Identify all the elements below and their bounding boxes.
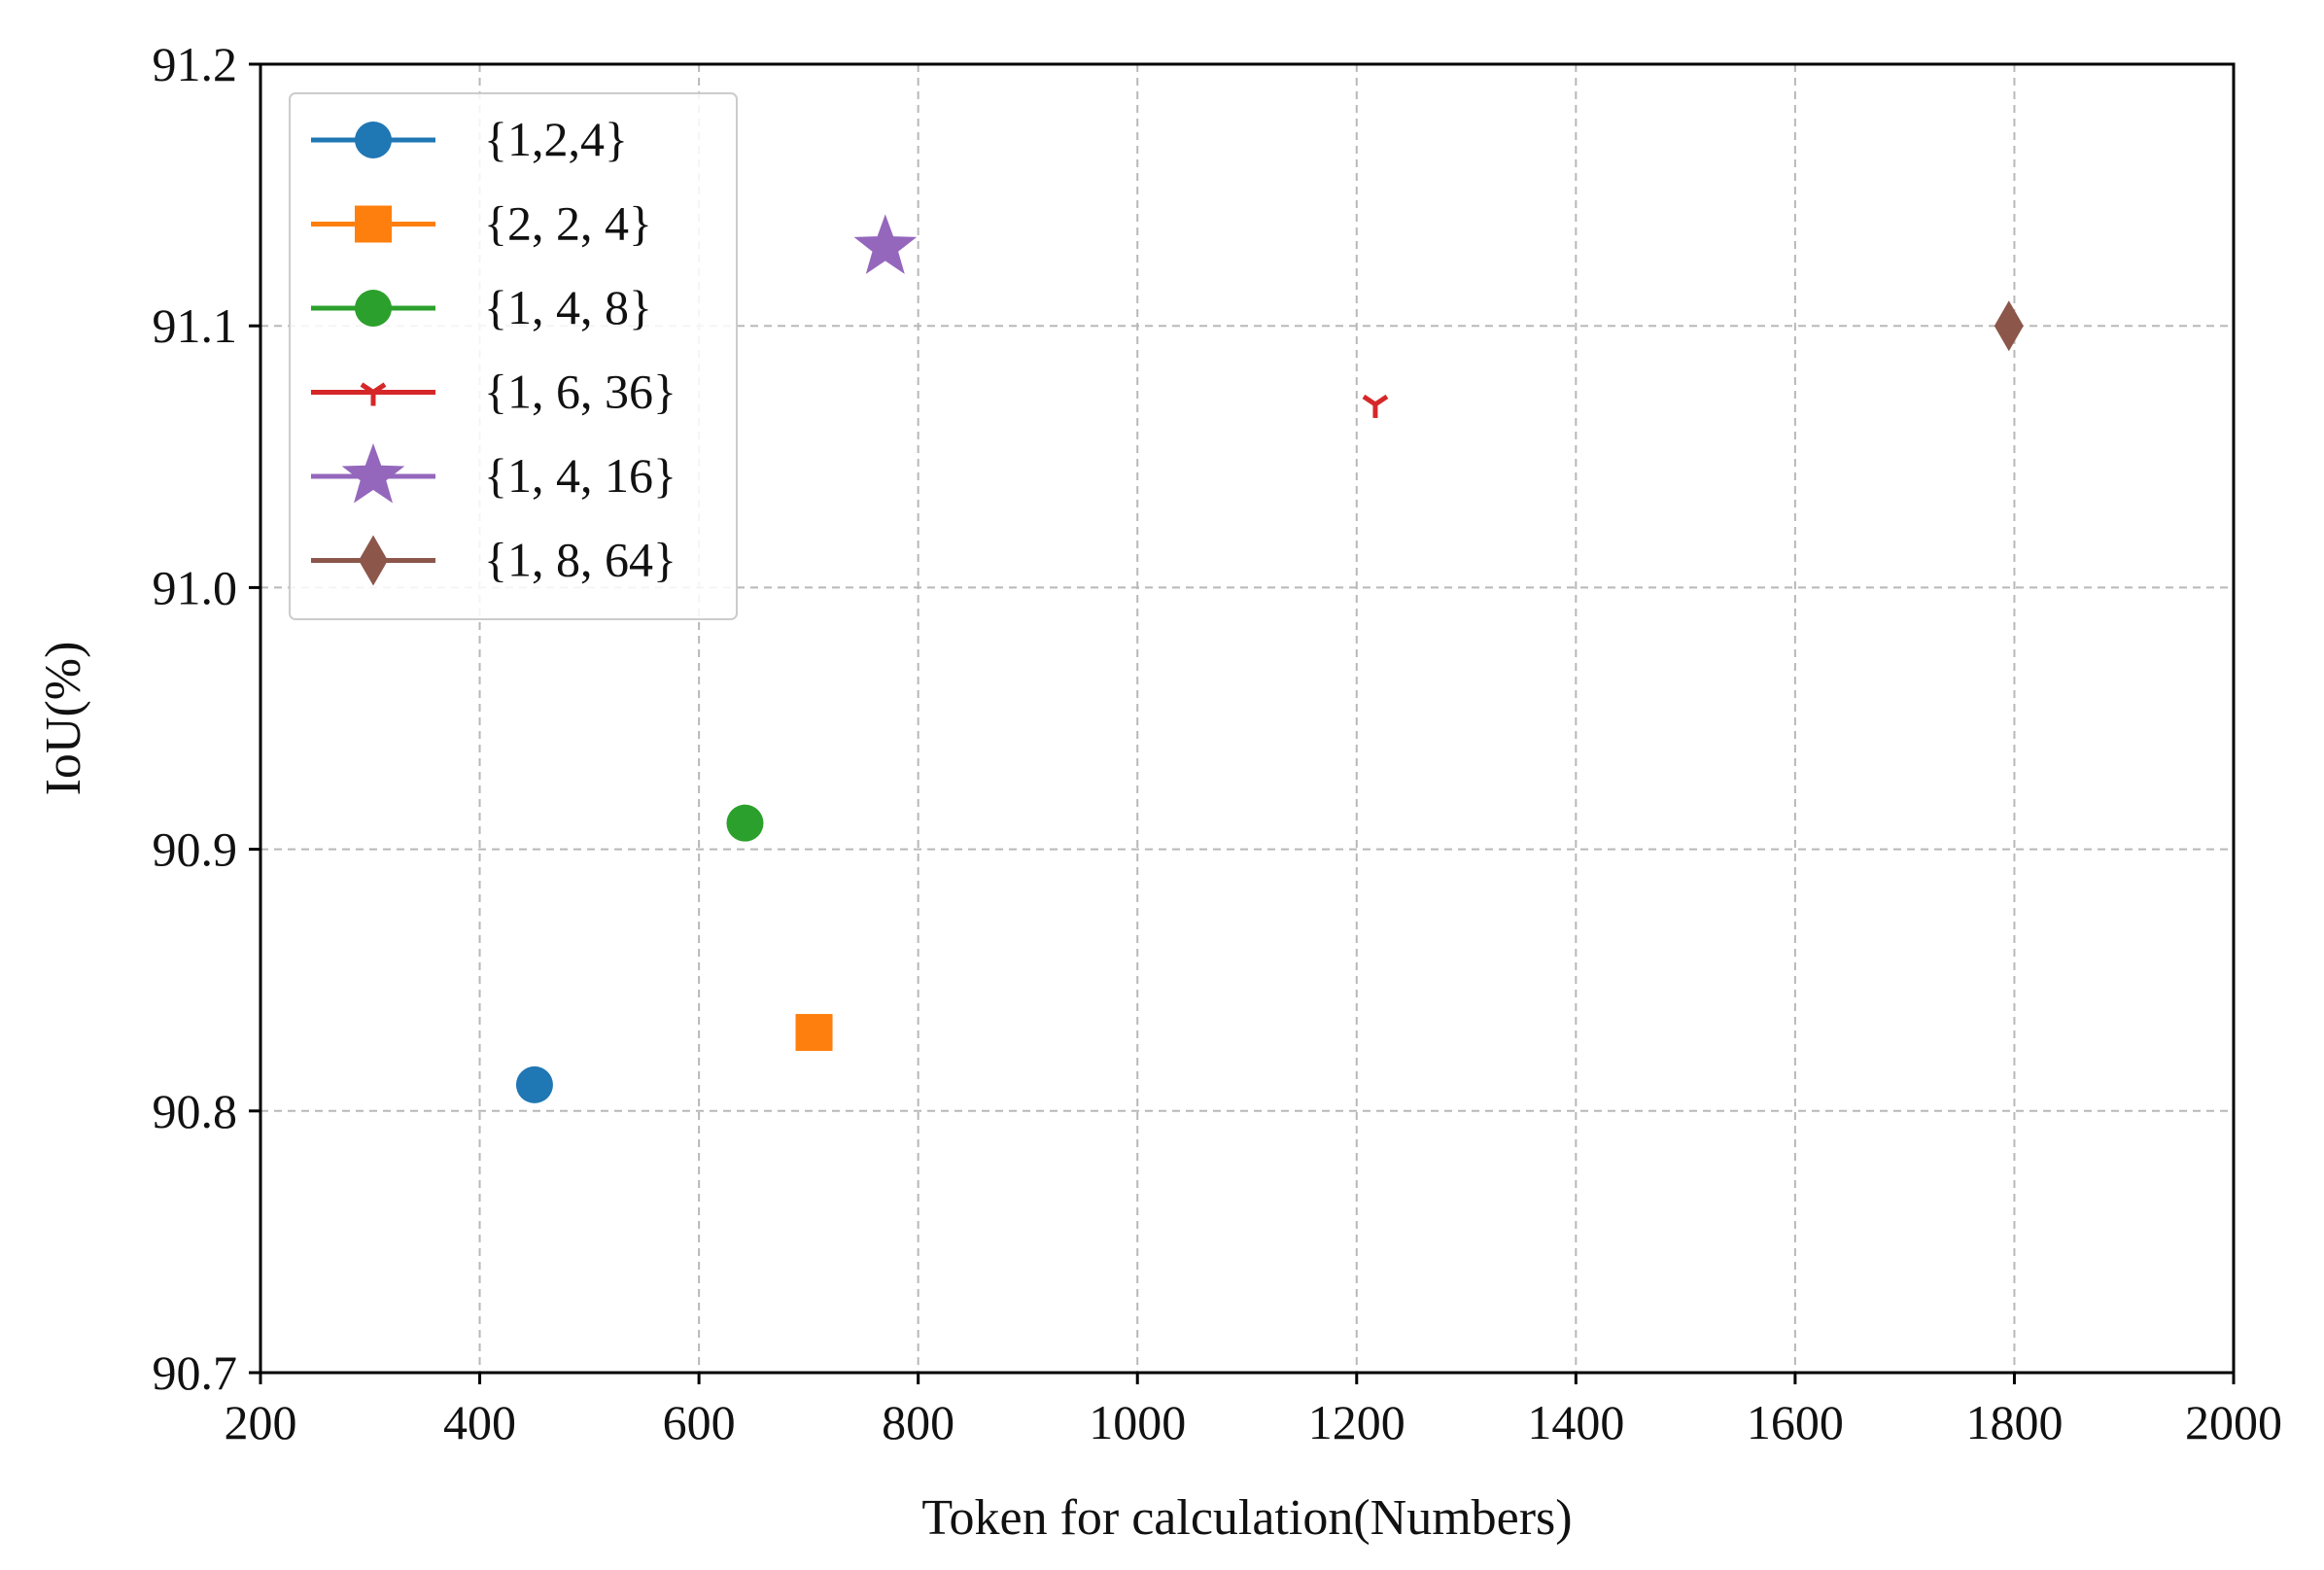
legend: {1,2,4} {2, 2, 4} {1, 4, 8} {1, 6, 36} {1, 4… <box>289 92 738 620</box>
x-tick-label: 1800 <box>1965 1395 2063 1449</box>
plot-area-frame <box>259 62 2236 1375</box>
legend-label: {1, 4, 16} <box>484 448 676 503</box>
x-tick-label: 400 <box>443 1395 516 1449</box>
data-point-1 <box>515 1065 553 1103</box>
data-point-4 <box>1362 394 1389 418</box>
x-tick-label: 800 <box>882 1395 954 1449</box>
x-tick-label: 200 <box>225 1395 297 1449</box>
x-tick-label: 1400 <box>1527 1395 1624 1449</box>
legend-item: {1, 4, 8} <box>311 280 652 334</box>
y-tick-label: 91.1 <box>153 298 238 353</box>
legend-item: {1, 6, 36} <box>311 365 676 419</box>
legend-label: {1, 8, 64} <box>484 533 676 587</box>
data-point-5 <box>853 214 918 274</box>
legend-label: {1, 4, 8} <box>484 280 652 334</box>
legend-marker <box>355 290 392 327</box>
x-tick-label: 600 <box>663 1395 736 1449</box>
x-tick-label: 1200 <box>1308 1395 1405 1449</box>
legend-item: {1, 4, 16} <box>311 443 676 504</box>
y-tick-label: 90.7 <box>153 1345 238 1400</box>
legend-marker <box>355 205 392 243</box>
legend-marker <box>360 382 387 406</box>
legend-label: {1, 6, 36} <box>484 365 676 419</box>
x-tick-label: 1000 <box>1089 1395 1186 1449</box>
data-points <box>515 214 2024 1103</box>
axis-ticks: 200 400 600 800 1000 1200 1400 1600 1800 2000 90.7… <box>153 37 2283 1449</box>
x-axis-title: Token for calculation(Numbers) <box>921 1490 1572 1546</box>
y-axis-title: IoU(%) <box>36 642 91 796</box>
x-tick-label: 2000 <box>2185 1395 2282 1449</box>
x-tick-label: 1600 <box>1747 1395 1844 1449</box>
legend-item: {2, 2, 4} <box>311 196 652 251</box>
legend-label: {1,2,4} <box>484 112 628 166</box>
data-point-2 <box>795 1014 833 1052</box>
legend-label: {2, 2, 4} <box>484 196 652 251</box>
y-tick-label: 90.9 <box>153 822 238 877</box>
legend-item: {1,2,4} <box>311 112 628 166</box>
y-tick-label: 90.8 <box>153 1084 238 1138</box>
legend-marker <box>355 122 392 158</box>
legend-marker <box>341 443 405 504</box>
data-point-3 <box>726 804 764 842</box>
data-point-6 <box>1994 300 2024 352</box>
y-tick-label: 91.0 <box>153 560 238 614</box>
y-tick-label: 91.2 <box>153 37 238 91</box>
legend-marker <box>359 535 388 586</box>
legend-item: {1, 8, 64} <box>311 533 676 587</box>
